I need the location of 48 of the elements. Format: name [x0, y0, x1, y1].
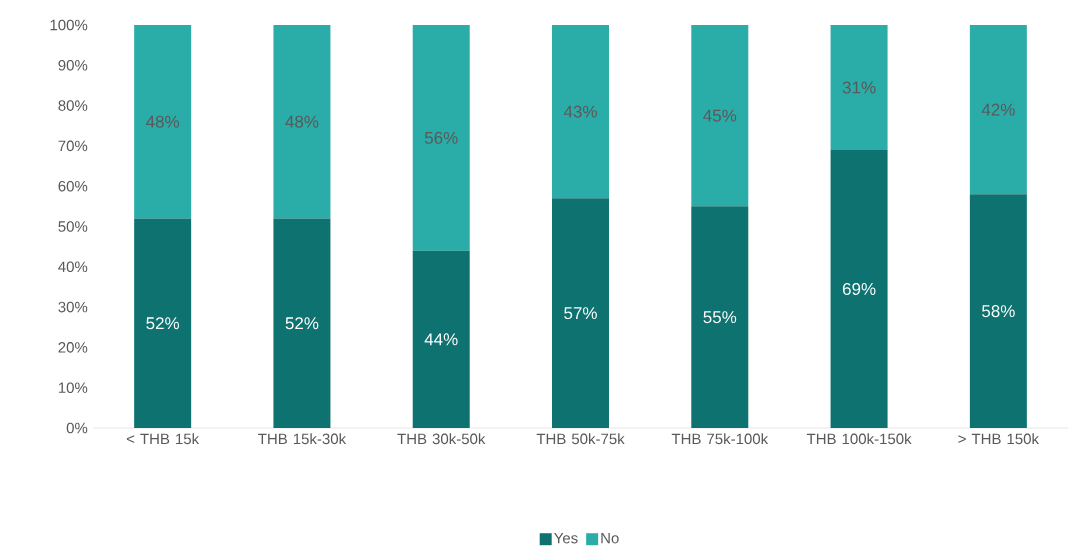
legend-label: Yes — [554, 532, 578, 544]
legend-label: No — [601, 532, 619, 544]
y-tick-label: 10% — [58, 382, 88, 393]
y-tick-label: 90% — [58, 59, 88, 71]
y-tick-label: 30% — [58, 301, 88, 313]
x-tick-label: < THB 15k — [126, 433, 200, 445]
x-tick-label: THB 30k-50k — [397, 433, 486, 445]
data-label: 31% — [842, 81, 876, 94]
y-tick-label: 100% — [50, 19, 88, 31]
x-tick-label: THB 100k-150k — [806, 433, 912, 445]
y-tick-label: 40% — [58, 261, 88, 273]
data-label: 44% — [424, 333, 458, 346]
bar — [273, 24, 331, 219]
y-tick-label: 60% — [58, 180, 88, 192]
data-label: 42% — [981, 103, 1015, 116]
bar — [412, 250, 470, 428]
data-label: 48% — [146, 115, 180, 128]
data-label: 43% — [563, 105, 597, 118]
y-tick-label: 0% — [66, 422, 88, 434]
data-label: 55% — [703, 311, 737, 324]
y-tick-label: 20% — [58, 342, 88, 353]
x-tick-label: THB 15k-30k — [258, 433, 347, 445]
bar — [691, 24, 749, 207]
bar — [691, 206, 749, 428]
bar — [552, 198, 610, 428]
bar — [134, 24, 192, 219]
data-label: 56% — [424, 131, 458, 144]
bar — [412, 24, 470, 251]
data-label: 58% — [982, 305, 1015, 318]
y-tick-label: 70% — [58, 140, 88, 152]
data-label: 48% — [285, 115, 319, 128]
bar — [830, 149, 888, 428]
y-tick-label: 80% — [58, 100, 88, 111]
x-tick-label: THB 50k-75k — [536, 433, 625, 445]
data-label: 52% — [146, 317, 180, 330]
bar — [830, 24, 888, 150]
data-label: 57% — [564, 307, 597, 320]
bar — [552, 24, 610, 199]
data-label: 69% — [842, 282, 876, 295]
bar — [134, 218, 192, 428]
bar — [969, 24, 1027, 195]
y-tick-label: 50% — [58, 221, 88, 232]
data-label: 45% — [703, 109, 737, 122]
bar — [273, 218, 331, 428]
data-label: 52% — [285, 317, 319, 330]
bar — [969, 194, 1027, 428]
x-tick-label: > THB 150k — [958, 433, 1040, 445]
x-tick-label: THB 75k-100k — [671, 433, 769, 445]
